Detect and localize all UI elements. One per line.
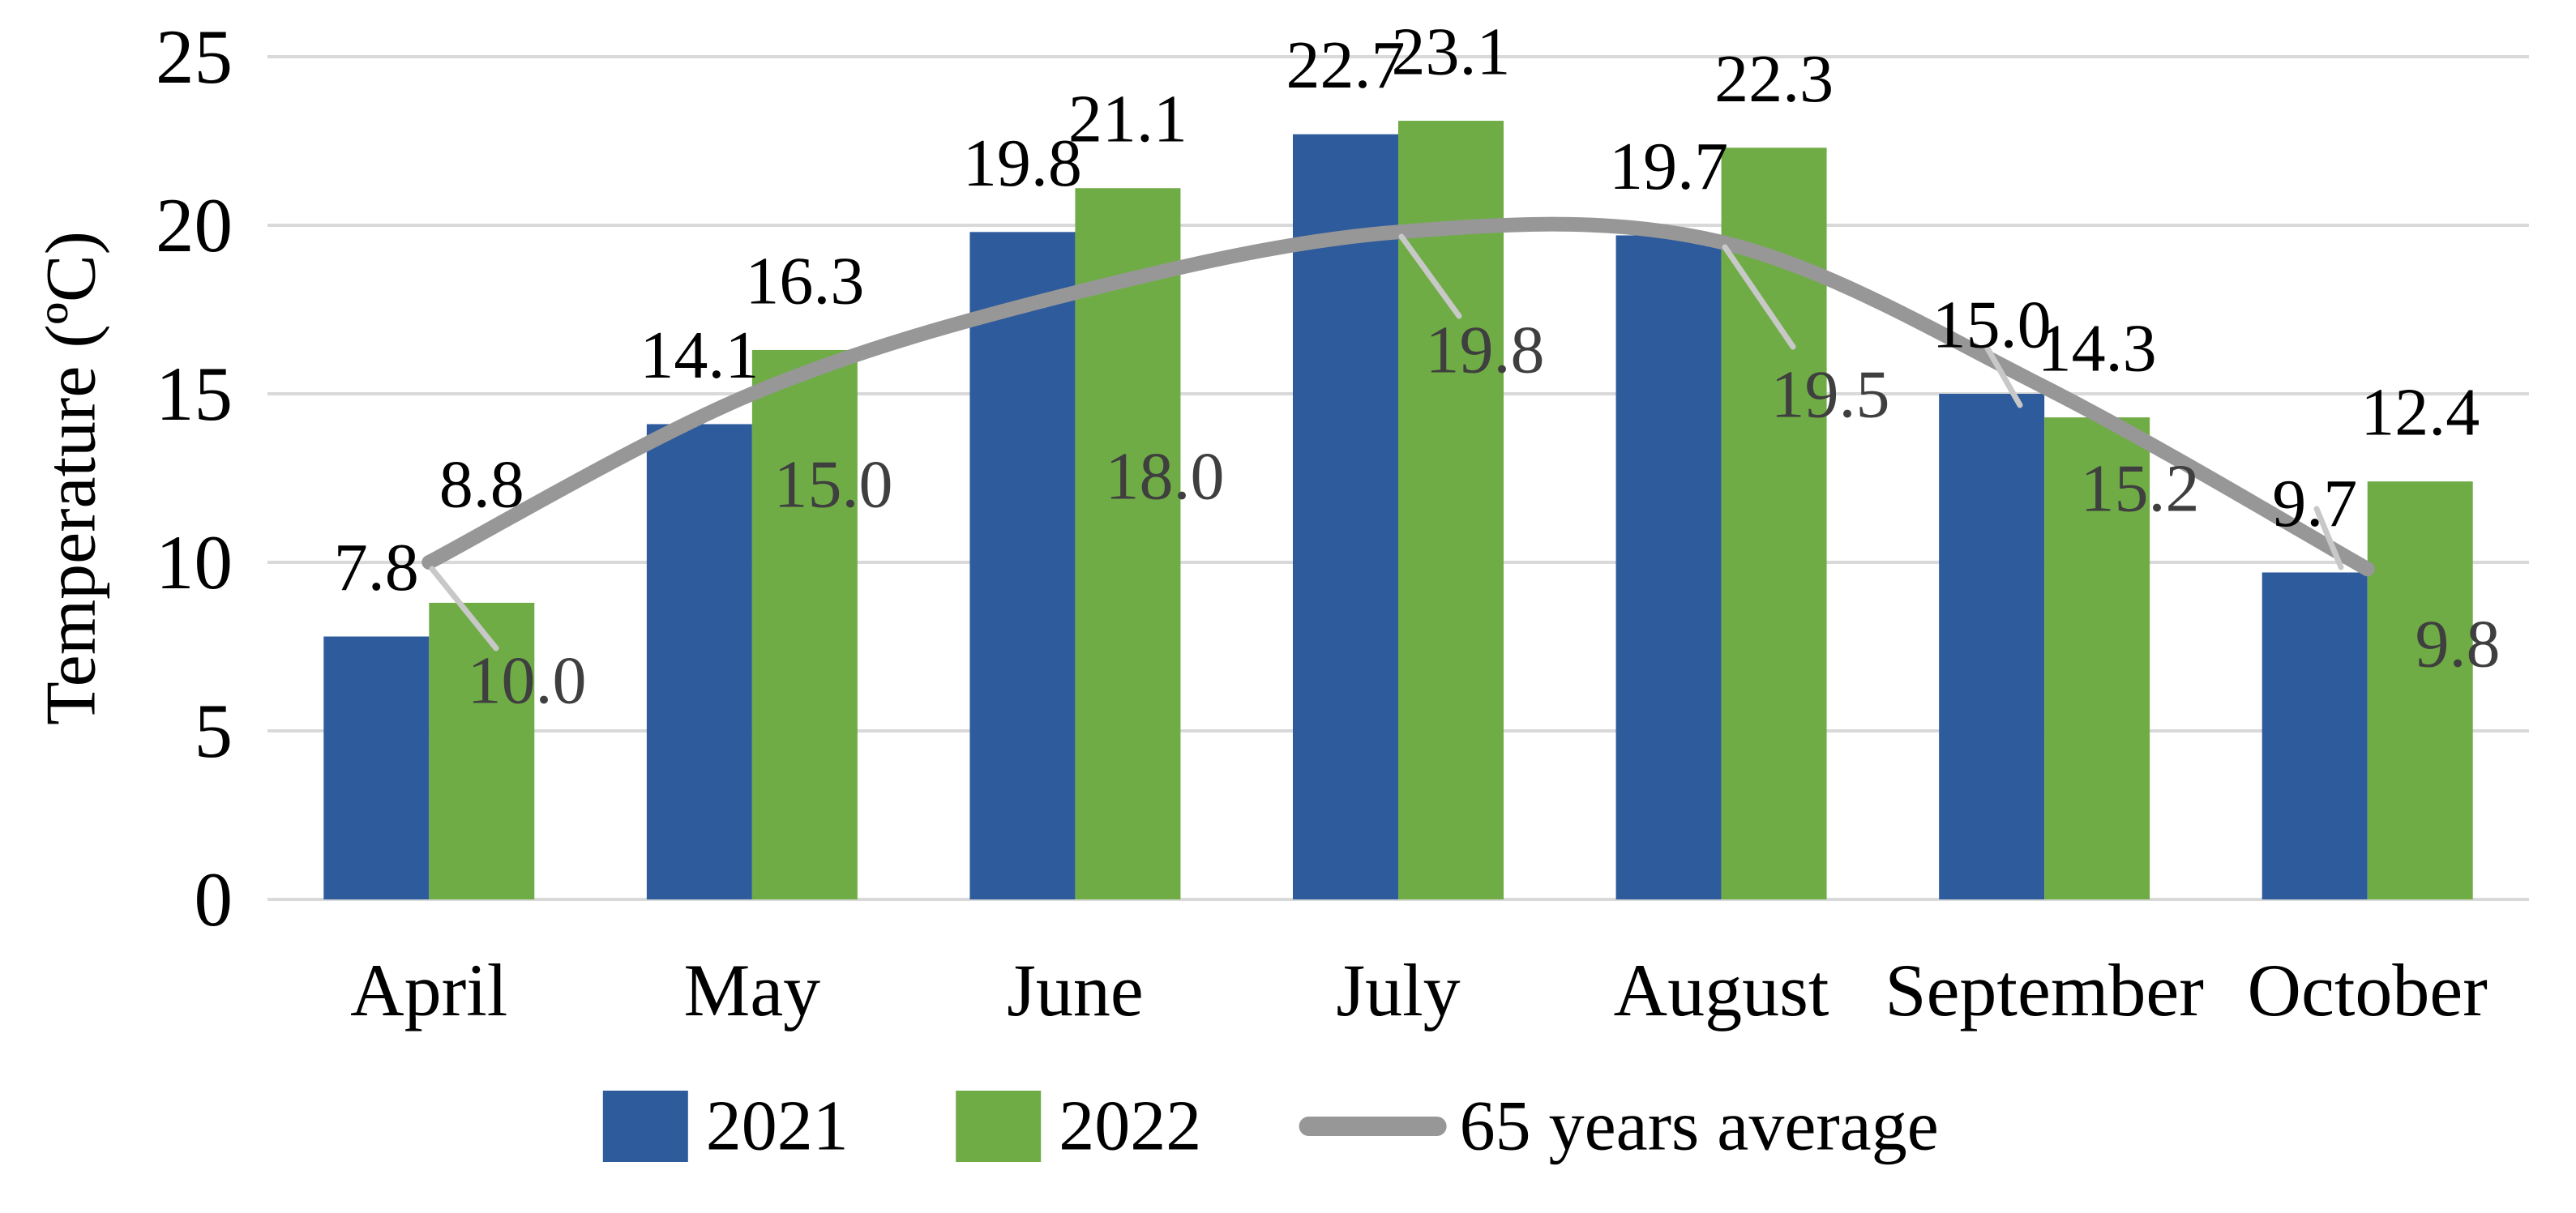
bar-label-2022-july: 23.1 xyxy=(1392,15,1511,90)
y-tick-label: 5 xyxy=(195,688,233,774)
bar-2022-september xyxy=(2044,417,2150,899)
bar-label-2021-july: 22.7 xyxy=(1286,28,1406,103)
x-category-label-september: September xyxy=(1885,949,2203,1031)
line-label-may: 15.0 xyxy=(774,447,893,523)
bar-2021-june xyxy=(969,232,1076,899)
bar-label-2021-april: 7.8 xyxy=(334,530,419,605)
bar-2022-july xyxy=(1398,121,1504,900)
x-category-label-july: July xyxy=(1336,949,1460,1031)
average-line xyxy=(421,216,2375,577)
label-leader-line xyxy=(2313,506,2344,570)
bar-label-2021-may: 14.1 xyxy=(640,318,759,393)
bar-2021-august xyxy=(1615,235,1722,900)
bar-label-2021-october: 9.7 xyxy=(2272,466,2357,541)
x-category-label-august: August xyxy=(1614,949,1829,1031)
y-tick-label: 20 xyxy=(156,182,233,268)
x-category-label-october: October xyxy=(2248,949,2488,1031)
bar-2021-april xyxy=(323,636,430,899)
line-label-september: 15.2 xyxy=(2081,451,2200,527)
bar-2022-june xyxy=(1075,188,1181,900)
line-label-august: 19.5 xyxy=(1771,357,1890,433)
y-tick-label: 25 xyxy=(156,14,233,100)
label-leader-line xyxy=(1722,244,1796,350)
bar-label-2022-may: 16.3 xyxy=(745,243,864,318)
line-label-april: 10.0 xyxy=(468,643,587,719)
legend-label-2022: 2022 xyxy=(1059,1087,1201,1166)
bar-label-2022-april: 8.8 xyxy=(439,447,524,523)
y-tick-label: 10 xyxy=(156,519,233,605)
bar-2022-may xyxy=(751,349,858,899)
label-leader-line xyxy=(1984,345,2023,408)
bar-2021-october xyxy=(2261,572,2368,899)
line-label-october: 9.8 xyxy=(2416,607,2501,682)
line-label-june: 18.0 xyxy=(1106,439,1225,515)
bar-2022-april xyxy=(429,602,535,899)
label-leader-line xyxy=(429,566,499,651)
legend-swatch-2022 xyxy=(956,1091,1042,1162)
bar-label-2022-june: 21.1 xyxy=(1068,82,1187,157)
bar-label-2022-august: 22.3 xyxy=(1714,41,1834,117)
x-category-label-june: June xyxy=(1007,949,1144,1031)
label-leader-line xyxy=(1398,233,1462,319)
line-label-july: 19.8 xyxy=(1426,313,1545,388)
y-tick-label: 15 xyxy=(156,351,233,437)
bar-2022-october xyxy=(2367,481,2473,899)
bar-2021-september xyxy=(1939,394,2045,899)
bar-label-2021-september: 15.0 xyxy=(1932,288,2052,363)
bar-label-2021-august: 19.7 xyxy=(1609,129,1728,204)
bar-2021-july xyxy=(1293,134,1398,899)
bar-label-2021-june: 19.8 xyxy=(963,126,1082,201)
y-axis-title: Temperature (ºC) xyxy=(32,231,111,725)
legend-label-65-years-average: 65 years average xyxy=(1460,1087,1939,1166)
bar-2021-may xyxy=(646,424,752,899)
y-tick-label: 0 xyxy=(195,856,233,942)
bar-label-2022-october: 12.4 xyxy=(2360,375,2480,451)
bar-label-2022-september: 14.3 xyxy=(2038,311,2157,387)
legend-label-2021: 2021 xyxy=(706,1087,849,1166)
legend-swatch-2021 xyxy=(602,1091,688,1162)
x-category-label-april: April xyxy=(350,949,507,1031)
x-category-label-may: May xyxy=(684,949,821,1031)
